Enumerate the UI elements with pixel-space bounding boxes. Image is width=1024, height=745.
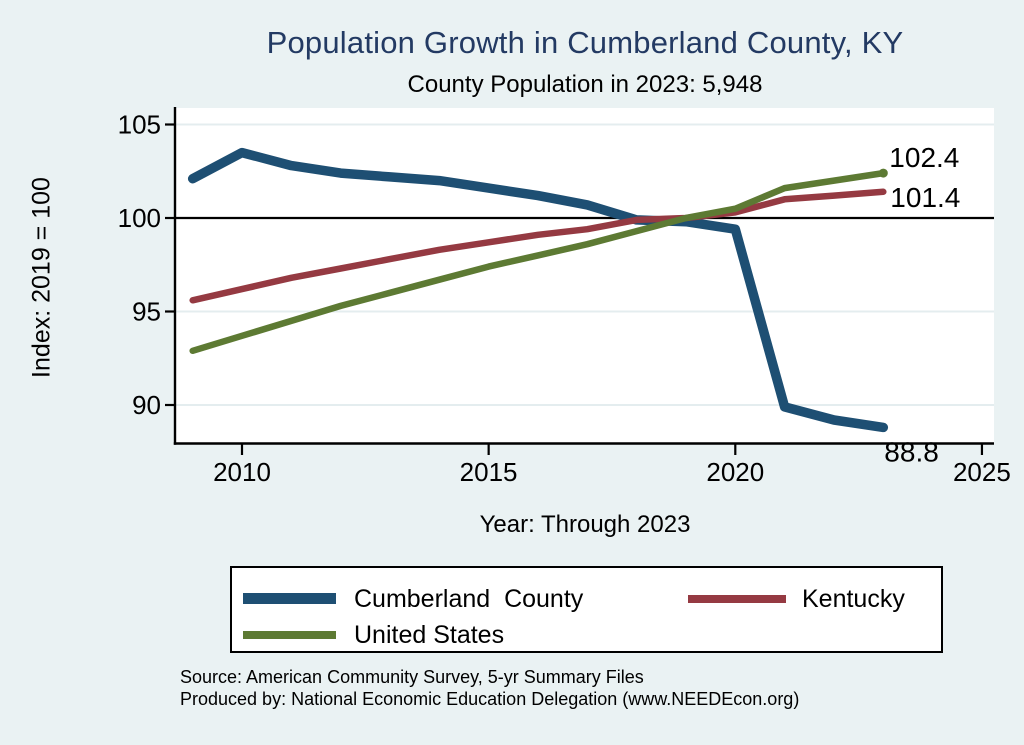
legend-label-united-states: United States bbox=[354, 621, 505, 649]
produced-by-line: Produced by: National Economic Education… bbox=[180, 689, 800, 709]
x-tick-label-2020: 2020 bbox=[706, 457, 764, 487]
series-line-cumberland-county bbox=[187, 147, 889, 433]
end-label-united-states: 102.4 bbox=[889, 142, 959, 173]
y-tick-label-95: 95 bbox=[132, 297, 161, 327]
legend: Cumberland County Kentucky United States bbox=[230, 566, 943, 653]
legend-swatch-kentucky bbox=[688, 595, 786, 603]
source-note: Source: American Community Survey, 5-yr … bbox=[180, 666, 940, 710]
end-label-cumberland-county: 88.8 bbox=[884, 436, 939, 467]
x-tick-label-2015: 2015 bbox=[460, 457, 518, 487]
chart-title: Population Growth in Cumberland County, … bbox=[266, 25, 904, 60]
series-end-dot-united-states bbox=[878, 168, 888, 178]
series-line-united-states bbox=[189, 169, 887, 355]
x-tick-label-2010: 2010 bbox=[213, 457, 271, 487]
x-axis-title: Year: Through 2023 bbox=[479, 511, 691, 538]
legend-swatch-cumberland-county bbox=[243, 593, 336, 604]
source-line: Source: American Community Survey, 5-yr … bbox=[180, 667, 644, 687]
y-tick-label-100: 100 bbox=[118, 203, 161, 233]
chart-subtitle: County Population in 2023: 5,948 bbox=[407, 71, 763, 98]
series-line-kentucky bbox=[189, 188, 887, 304]
y-tick-label-105: 105 bbox=[118, 110, 161, 140]
legend-label-kentucky: Kentucky bbox=[802, 585, 905, 613]
end-label-kentucky: 101.4 bbox=[890, 182, 960, 213]
legend-label-cumberland-county: Cumberland County bbox=[354, 585, 584, 613]
y-tick-label-90: 90 bbox=[132, 390, 161, 420]
legend-swatch-united-states bbox=[243, 631, 336, 639]
x-tick-label-2025: 2025 bbox=[953, 457, 1011, 487]
